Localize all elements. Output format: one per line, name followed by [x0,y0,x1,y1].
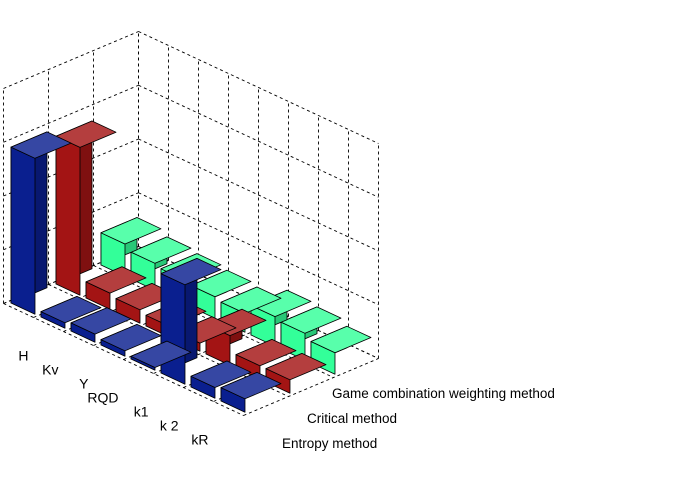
bar [190,360,252,399]
series-label: Critical method [307,411,397,426]
bar [100,217,162,277]
category-labels: RcHKvYRQDk1k 2kR [18,348,208,448]
bar [130,340,192,371]
grid-line [3,303,244,416]
bar [85,266,147,310]
bar [10,131,72,315]
category-label: RQD [87,390,118,406]
bar [220,371,282,413]
category-label: k 2 [160,418,179,434]
grid-line [3,31,139,89]
category-label: H [18,348,28,364]
category-label: k1 [134,404,149,420]
category-label: Y [79,376,89,392]
grid-line [243,358,379,416]
category-label: kR [191,432,208,448]
grid-line [3,84,139,143]
bar [40,295,102,329]
series-label: Game combination weighting method [332,386,555,401]
bar [70,307,132,343]
bar [55,120,117,296]
bar [310,325,372,375]
grid-line [138,84,379,198]
grid-line [138,138,379,252]
bar [280,306,342,361]
grid-line [138,31,379,144]
bar [250,289,312,347]
grid-line [138,192,379,306]
bars [10,120,372,413]
bar [265,352,327,394]
bar [100,323,162,357]
bar [235,338,297,380]
category-label: Kv [42,362,58,378]
series-labels: Entropy method Critical method Game combin… [282,386,555,451]
series-label: Entropy method [282,436,377,451]
